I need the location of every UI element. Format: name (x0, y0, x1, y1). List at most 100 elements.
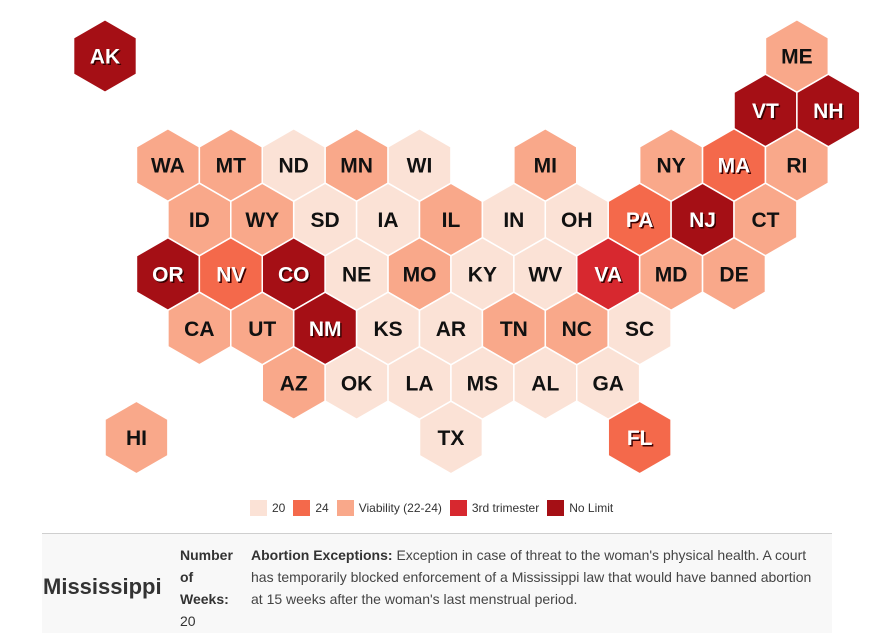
state-label: OK (341, 373, 373, 396)
state-hex-shape (72, 18, 138, 94)
exceptions-label: Abortion Exceptions: (251, 547, 393, 563)
weeks-label-line-2: of (180, 569, 194, 585)
legend-label-24: 24 (315, 501, 329, 515)
state-label-shadow: PA (627, 211, 655, 234)
state-label: WI (407, 155, 433, 178)
state-info-panel: Mississippi Number of Weeks: 20 Abortion… (42, 533, 832, 633)
exceptions-text-block: Abortion Exceptions: Exception in case o… (251, 544, 816, 610)
state-label: OR (152, 264, 184, 287)
state-label: WY (245, 209, 279, 232)
state-hex-shape (418, 400, 484, 475)
state-label: NE (342, 264, 371, 287)
selected-state-name: Mississippi (43, 574, 162, 599)
state-label-shadow: VA (596, 265, 624, 288)
state-hex-az[interactable]: AZ (261, 345, 326, 421)
state-hex-ne[interactable]: NE (324, 236, 389, 312)
state-label: MA (718, 155, 751, 178)
state-label: GA (592, 373, 624, 396)
state-label: NY (657, 155, 686, 178)
state-label: SD (311, 209, 340, 232)
state-label: FL (627, 427, 653, 450)
state-label: TX (438, 427, 465, 450)
state-label: IA (378, 209, 399, 232)
state-hex-ok[interactable]: OK (324, 345, 389, 421)
legend-swatch-24 (293, 500, 311, 516)
state-label: NV (216, 264, 245, 287)
state-label: AR (436, 318, 466, 341)
weeks-label-line-1: Number (180, 547, 233, 563)
weeks-column: Number of Weeks: 20 (180, 544, 244, 632)
state-label: WA (151, 155, 185, 178)
state-label-shadow: AK (91, 47, 121, 70)
state-label-shadow: NH (815, 102, 845, 125)
state-label-shadow: NV (218, 265, 247, 288)
state-label: CO (278, 264, 310, 287)
state-hex-tx[interactable]: TX (418, 400, 484, 475)
state-hex-mn[interactable]: MN (324, 127, 389, 203)
state-hex-ri[interactable]: RI (764, 127, 830, 203)
state-label: MT (216, 155, 246, 178)
state-label: MD (655, 264, 688, 287)
state-hex-nd[interactable]: ND (261, 127, 326, 203)
state-hex-ny[interactable]: NY (638, 127, 704, 203)
state-hex-ks[interactable]: KS (355, 291, 421, 366)
state-label: WV (528, 264, 562, 287)
state-label: NH (813, 100, 843, 123)
state-hex-ia[interactable]: IA (355, 182, 421, 257)
exceptions-text: Exception in case of threat to the woman… (251, 547, 812, 607)
state-hex-il[interactable]: IL (418, 182, 484, 257)
state-label-shadow: VT (754, 102, 781, 125)
state-label: VA (594, 264, 622, 287)
state-hex-ky[interactable]: KY (450, 236, 515, 312)
state-hex-hi[interactable]: HI (104, 400, 169, 475)
state-label: NM (309, 318, 342, 341)
state-hex-de[interactable]: DE (701, 236, 767, 312)
legend-label-viability: Viability (22-24) (358, 501, 442, 515)
state-label-shadow: CO (279, 265, 311, 288)
state-label: PA (626, 209, 654, 232)
state-label-shadow: MA (719, 156, 752, 179)
map-legend: 20 24 Viability (22-24) 3rd trimester No… (250, 500, 615, 516)
state-hex-shape (104, 400, 169, 475)
state-hex-ct[interactable]: CT (733, 182, 798, 257)
state-label: TN (500, 318, 528, 341)
state-label: KS (373, 318, 402, 341)
state-label-shadow: OR (154, 265, 186, 288)
state-hex-mi[interactable]: MI (513, 127, 578, 203)
state-label: VT (752, 100, 779, 123)
state-label: ID (189, 209, 210, 232)
legend-swatch-20 (250, 500, 267, 516)
state-label-shadow: NJ (691, 211, 718, 234)
state-label: MS (467, 373, 499, 396)
state-label: MI (534, 155, 557, 178)
state-label: IN (503, 209, 524, 232)
state-label: AZ (280, 373, 308, 396)
state-label: UT (248, 318, 276, 341)
state-label-shadow: NM (310, 320, 343, 343)
state-label: RI (786, 155, 807, 178)
weeks-value: 20 (180, 613, 196, 629)
state-hex-oh[interactable]: OH (544, 182, 609, 257)
state-hex-ar[interactable]: AR (418, 291, 484, 366)
legend-swatch-no-limit (547, 500, 565, 516)
legend-label-20: 20 (272, 501, 286, 515)
state-label: CT (751, 209, 779, 232)
state-label: MO (403, 264, 437, 287)
state-label: DE (719, 264, 748, 287)
state-label: MN (340, 155, 373, 178)
legend-item-20: 20 (250, 500, 285, 516)
legend-swatch-third-trimester (449, 500, 467, 516)
state-hex-wy[interactable]: WY (230, 182, 295, 257)
state-hex-shape (701, 236, 767, 312)
